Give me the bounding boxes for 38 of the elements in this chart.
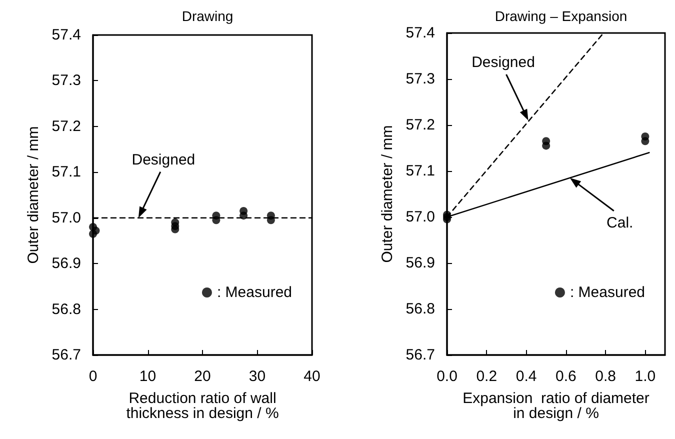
x-tick-label: 0.2	[476, 368, 498, 385]
annotation: Designed	[472, 54, 535, 71]
x-tick-label: 0.8	[595, 368, 616, 385]
y-axis-title: Outer diameter / mm	[24, 126, 42, 264]
y-tick-label: 57.4	[406, 24, 435, 42]
y-axis-title: Outer diameter / mm	[378, 125, 396, 263]
x-tick-label: 1.0	[634, 368, 656, 385]
chart-title: Drawing – Expansion	[494, 8, 628, 24]
y-tick-label: 57.2	[52, 118, 81, 135]
x-tick-label: 0.4	[516, 368, 537, 385]
y-tick-label: 57.3	[406, 70, 435, 88]
x-axis-title: Expansion ratio of diameter in design / %	[462, 390, 650, 422]
y-tick-label: 57.4	[52, 26, 81, 44]
x-tick-label: 20	[194, 368, 211, 385]
chart-title: Drawing	[182, 8, 234, 24]
x-tick-label: 40	[304, 368, 320, 385]
x-tick-label: 0	[88, 368, 98, 385]
y-tick-label: 57.0	[52, 209, 81, 226]
y-tick-label: 56.7	[52, 346, 81, 364]
y-tick-label: 56.7	[406, 346, 435, 364]
y-tick-label: 56.8	[52, 300, 81, 318]
x-axis-title: Reduction ratio of wall thickness in design / %	[126, 390, 279, 422]
y-tick-label: 57.0	[406, 208, 435, 226]
y-tick-label: 57.1	[52, 164, 81, 181]
legend-label: : Measured	[216, 284, 292, 301]
y-tick-label: 56.9	[406, 254, 435, 272]
legend-label: : Measured	[570, 284, 646, 301]
x-tick-label: 10	[139, 368, 156, 385]
y-tick-label: 57.1	[406, 162, 435, 180]
x-tick-label: 0.0	[436, 368, 458, 385]
y-tick-label: 57.3	[52, 72, 81, 90]
annotation: Designed	[132, 151, 196, 168]
y-tick-label: 56.9	[52, 255, 81, 272]
x-tick-label: 0.6	[555, 368, 576, 385]
y-tick-label: 56.8	[406, 300, 435, 318]
y-tick-label: 57.2	[406, 116, 435, 134]
x-tick-label: 30	[248, 368, 266, 385]
annotation: Cal.	[606, 214, 634, 232]
